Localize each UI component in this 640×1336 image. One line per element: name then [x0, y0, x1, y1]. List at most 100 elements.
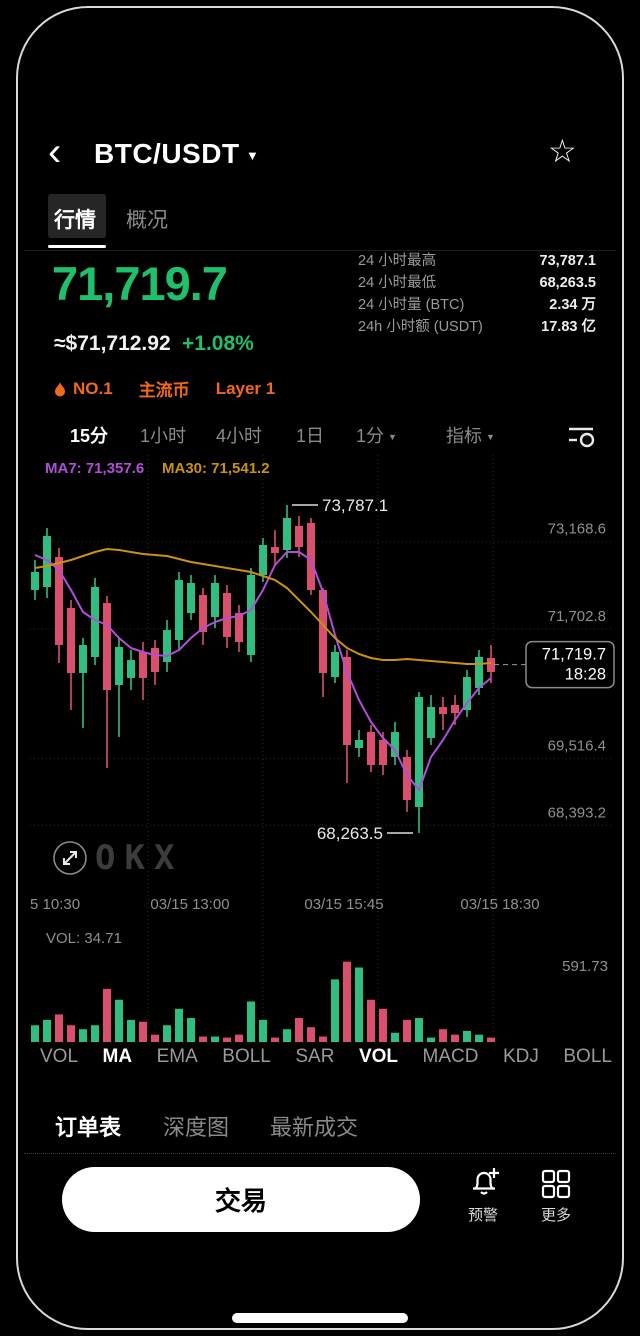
candle-body [223, 592, 231, 638]
indicator-tab-ma[interactable]: MA [102, 1046, 133, 1067]
volume-bar [211, 1036, 219, 1042]
indicator-tab-kdj[interactable]: KDJ [502, 1046, 539, 1067]
ma30-legend: MA30: 71,541.2 [162, 460, 270, 477]
more-tool[interactable]: 更多 [540, 1168, 572, 1225]
volume-bar [79, 1029, 87, 1042]
volume-bar [175, 1008, 183, 1042]
candle-body [439, 707, 447, 714]
timeframe-1h[interactable]: 1小时 [140, 426, 187, 446]
candle-body [175, 580, 183, 640]
back-icon[interactable]: ‹ [48, 130, 62, 174]
x-axis-label: 5 10:30 [30, 896, 81, 913]
candle-body [271, 547, 279, 553]
indicator-tab-boll-2[interactable]: BOLL [563, 1046, 612, 1067]
indicator-tab-sar[interactable]: SAR [295, 1046, 335, 1067]
volume-bar [439, 1029, 447, 1042]
badge-label: 主流币 [138, 381, 190, 400]
badge-row: NO.1 主流币 Layer 1 [54, 376, 275, 401]
candle-body [307, 522, 315, 590]
indicator-tab-macd[interactable]: MACD [422, 1046, 479, 1067]
candle-body [319, 590, 327, 673]
x-axis-label: 03/15 13:00 [150, 896, 230, 913]
indicator-tab-vol-1[interactable]: VOL [40, 1046, 79, 1067]
candle-body [211, 582, 219, 618]
grid-more-icon [541, 1169, 571, 1199]
last-price-box-price: 71,719.7 [542, 646, 606, 664]
tab-depth-chart[interactable]: 深度图 [163, 1115, 230, 1140]
candle-body [415, 697, 423, 808]
candle-body [91, 587, 99, 658]
tab-latest-trades[interactable]: 最新成交 [270, 1115, 359, 1140]
ma7-legend: MA7: 71,357.6 [45, 460, 145, 477]
alert-tool[interactable]: 预警 [466, 1166, 500, 1225]
volume-bar [415, 1018, 423, 1042]
indicator-dropdown-label: 指标 [446, 426, 482, 446]
volume-axis-label: 591.73 [562, 958, 608, 975]
candle-body [151, 647, 159, 673]
volume-bar [187, 1018, 195, 1042]
indicator-tab-vol-2[interactable]: VOL [358, 1046, 399, 1067]
candle-body [355, 740, 363, 748]
favorite-star-icon[interactable]: ☆ [548, 133, 577, 169]
ma7-line [34, 551, 492, 791]
volume-bar [331, 979, 339, 1042]
indicator-dropdown[interactable]: 指标 ▼ [446, 422, 495, 448]
page-title: BTC/USDT [94, 138, 240, 169]
x-axis-label: 03/15 15:45 [304, 896, 384, 913]
stat-value: 68,263.5 [539, 275, 596, 291]
trade-button[interactable]: 交易 [62, 1167, 420, 1232]
ma30-line [34, 548, 492, 665]
chart-settings-icon[interactable] [568, 424, 598, 448]
candle-body [187, 582, 195, 613]
candle-body [43, 535, 51, 588]
volume-bar [271, 1037, 279, 1042]
candle-body [259, 545, 267, 575]
stat-24h-high: 24 小时最高 73,787.1 [358, 254, 596, 269]
candle-body [127, 660, 135, 678]
badge-label: Layer 1 [215, 378, 276, 398]
indicator-tab-boll-1[interactable]: BOLL [222, 1046, 271, 1067]
tab-order-book[interactable]: 订单表 [55, 1115, 122, 1140]
tab-overview[interactable]: 概况 [126, 209, 168, 232]
candle-body [139, 652, 147, 678]
last-price: 71,719.7 [52, 257, 228, 310]
badge-mainstream[interactable]: 主流币 [139, 376, 190, 401]
candle-body [367, 732, 375, 765]
badge-no1[interactable]: NO.1 [54, 379, 113, 399]
candle-body [283, 517, 291, 550]
volume-bar [355, 967, 363, 1042]
candle-body [391, 732, 399, 758]
candle-body [79, 645, 87, 673]
badge-layer1[interactable]: Layer 1 [216, 379, 276, 399]
timeframe-1d[interactable]: 1日 [296, 426, 325, 446]
volume-bar [115, 999, 123, 1042]
okx-watermark: OKX [95, 838, 184, 878]
low-annotation-label: 68,263.5 [317, 824, 383, 843]
pair-dropdown-icon[interactable]: ▼ [246, 148, 259, 163]
timeframe-4h[interactable]: 4小时 [216, 426, 263, 446]
volume-bar [295, 1018, 303, 1042]
volume-bar [379, 1008, 387, 1042]
y-axis-label: 68,393.2 [548, 804, 606, 821]
fullscreen-expand-icon[interactable] [52, 840, 88, 876]
volume-bar [67, 1025, 75, 1042]
timeframe-15m[interactable]: 15分 [70, 426, 109, 446]
candle-body [55, 557, 63, 645]
candle-body [427, 707, 435, 738]
indicator-tab-ema[interactable]: EMA [156, 1046, 198, 1067]
fiat-price: ≈$71,712.92 [54, 332, 171, 355]
candle-body [295, 525, 303, 548]
order-tabs-divider [24, 1153, 616, 1154]
home-indicator[interactable] [232, 1313, 408, 1323]
candle-body [163, 630, 171, 663]
more-label: 更多 [540, 1207, 571, 1224]
timeframe-1m-dropdown[interactable]: 1分 ▼ [356, 422, 397, 448]
tab-quotes[interactable]: 行情 [54, 209, 96, 232]
stat-value: 17.83 亿 [541, 319, 596, 335]
stat-value: 2.34 万 [549, 297, 596, 313]
tab-active-underline [48, 245, 106, 248]
volume-bar [247, 1001, 255, 1042]
volume-bar [451, 1034, 459, 1042]
candle-body [67, 607, 75, 673]
